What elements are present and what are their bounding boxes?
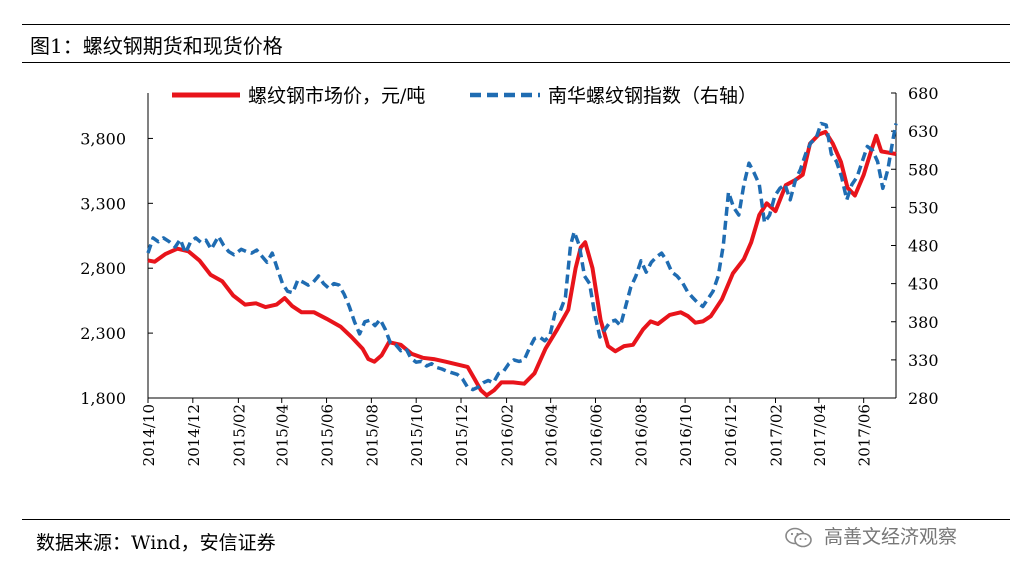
y-left-tick-label: 2,800 [80,259,126,278]
footer-rule [22,519,1010,520]
series-line-spot-price [147,129,897,398]
price-chart: 1,800 2,300 2,800 3,300 3,800 280 330 380 430 480… [80,84,938,466]
x-tick-label: 2017/06 [856,404,874,466]
x-tick-label: 2016/04 [543,404,561,466]
y-right-tick-label: 630 [908,122,939,141]
wechat-icon [785,527,812,547]
title-rule [22,62,1010,63]
x-tick-label: 2016/10 [677,404,695,466]
x-tick-label: 2015/04 [274,404,292,466]
y-left-tick-label: 1,800 [80,389,126,408]
x-tick-label: 2017/02 [767,404,785,466]
x-tick-label: 2014/10 [140,404,158,466]
legend-label-index: 南华螺纹钢指数（右轴） [548,85,757,107]
y-right-tick-label: 530 [908,198,939,217]
legend: 螺纹钢市场价，元/吨 南华螺纹钢指数（右轴） [172,85,757,107]
x-tick-label: 2015/08 [363,404,381,466]
series-layer [146,121,898,398]
x-tick-label: 2016/06 [587,404,605,466]
watermark: 高善文经济观察 [784,522,957,550]
x-tick-label: 2015/12 [453,404,471,466]
x-tick-label: 2016/08 [632,404,650,466]
x-tick-label: 2015/10 [408,404,426,466]
series-line-nanhua-index [146,121,898,392]
y-right-tick-label: 330 [908,351,939,370]
y-right-tick-label: 680 [908,84,939,103]
x-tick-label: 2014/12 [185,404,203,466]
x-tick-label: 2015/02 [230,404,248,466]
x-tick-label: 2017/04 [811,404,829,466]
y-right-tick-label: 480 [908,237,939,256]
y-right-tick-label: 580 [908,160,939,179]
axes: 1,800 2,300 2,800 3,300 3,800 280 330 380 430 480… [80,84,938,466]
y-left-tick-label: 2,300 [80,324,126,343]
figure-title: 图1：螺纹钢期货和现货价格 [30,34,283,58]
legend-label-spot: 螺纹钢市场价，元/吨 [248,85,425,107]
x-tick-label: 2015/06 [319,404,337,466]
y-left-tick-label: 3,300 [80,194,126,213]
y-right-tick-label: 380 [908,313,939,332]
x-tick-label: 2016/02 [499,404,517,466]
source-note: 数据来源：Wind，安信证券 [36,532,276,554]
y-right-tick-label: 280 [908,389,939,408]
watermark-text: 高善文经济观察 [824,526,958,548]
x-tick-label: 2016/12 [722,404,740,466]
top-rule [22,24,1010,25]
y-right-tick-label: 430 [908,275,939,294]
y-left-tick-label: 3,800 [80,129,126,148]
